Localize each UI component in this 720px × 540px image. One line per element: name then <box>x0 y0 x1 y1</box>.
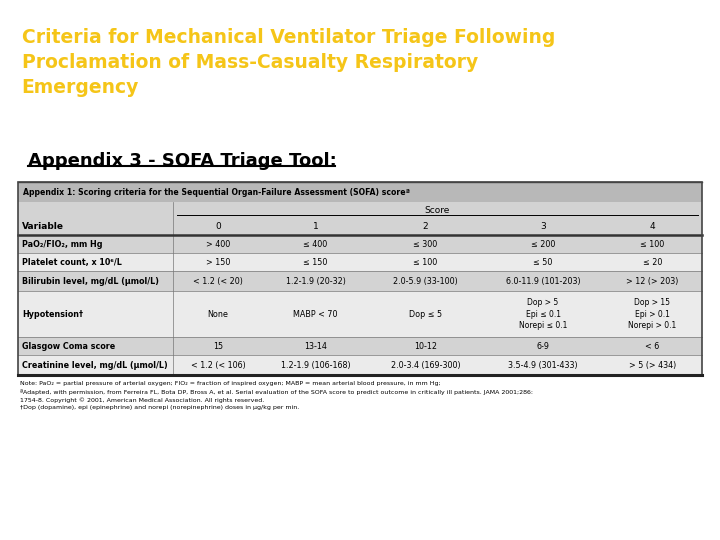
Bar <box>18 337 702 355</box>
Bar <box>18 182 702 202</box>
Text: 2: 2 <box>423 222 428 231</box>
Text: Appendix 3 - SOFA Triage Tool:: Appendix 3 - SOFA Triage Tool: <box>28 152 337 170</box>
Text: Dop > 15: Dop > 15 <box>634 298 670 307</box>
Text: 6-9: 6-9 <box>536 341 549 350</box>
Text: MABP < 70: MABP < 70 <box>293 309 338 319</box>
Text: 10-12: 10-12 <box>414 341 437 350</box>
Text: 2.0-5.9 (33-100): 2.0-5.9 (33-100) <box>393 276 458 286</box>
Text: 3.5-4.9 (301-433): 3.5-4.9 (301-433) <box>508 361 578 369</box>
Text: 6.0-11.9 (101-203): 6.0-11.9 (101-203) <box>505 276 580 286</box>
Text: Variable: Variable <box>22 222 64 231</box>
Text: Dop ≤ 5: Dop ≤ 5 <box>409 309 442 319</box>
Text: < 1.2 (< 20): < 1.2 (< 20) <box>193 276 243 286</box>
Text: ≤ 150: ≤ 150 <box>303 258 328 267</box>
Text: > 5 (> 434): > 5 (> 434) <box>629 361 676 369</box>
Text: 15: 15 <box>213 341 223 350</box>
Text: Epi ≤ 0.1: Epi ≤ 0.1 <box>526 309 560 319</box>
Text: PaO₂/FIO₂, mm Hg: PaO₂/FIO₂, mm Hg <box>22 240 102 248</box>
Text: Score: Score <box>425 206 450 214</box>
Text: < 6: < 6 <box>645 341 660 350</box>
Text: ≤ 300: ≤ 300 <box>413 240 438 248</box>
Text: Hypotension†: Hypotension† <box>22 309 83 319</box>
Bar <box>18 182 702 375</box>
Text: Note: PaO₂ = partial pressure of arterial oxygen; FIO₂ = fraction of inspired ox: Note: PaO₂ = partial pressure of arteria… <box>20 381 441 386</box>
Text: Bilirubin level, mg/dL (μmol/L): Bilirubin level, mg/dL (μmol/L) <box>22 276 159 286</box>
Bar <box>18 271 702 291</box>
Text: Creatinine level, mg/dL (μmol/L): Creatinine level, mg/dL (μmol/L) <box>22 361 168 369</box>
Text: > 400: > 400 <box>206 240 230 248</box>
Text: ≤ 20: ≤ 20 <box>643 258 662 267</box>
Text: ≤ 100: ≤ 100 <box>640 240 665 248</box>
Bar <box>18 235 702 253</box>
Text: > 150: > 150 <box>206 258 230 267</box>
Text: Norepi > 0.1: Norepi > 0.1 <box>629 321 677 330</box>
Bar <box>18 218 702 235</box>
Text: 1754-8. Copyright © 2001, American Medical Association. All rights reserved.: 1754-8. Copyright © 2001, American Medic… <box>20 397 264 403</box>
Text: 4: 4 <box>649 222 655 231</box>
Text: 2.0-3.4 (169-300): 2.0-3.4 (169-300) <box>391 361 460 369</box>
Text: ≤ 100: ≤ 100 <box>413 258 438 267</box>
Text: < 1.2 (< 106): < 1.2 (< 106) <box>191 361 246 369</box>
Text: ≤ 200: ≤ 200 <box>531 240 555 248</box>
Text: Epi > 0.1: Epi > 0.1 <box>635 309 670 319</box>
Text: Dop > 5: Dop > 5 <box>527 298 559 307</box>
Text: Criteria for Mechanical Ventilator Triage Following
Proclamation of Mass-Casualt: Criteria for Mechanical Ventilator Triag… <box>22 29 555 97</box>
Bar <box>18 355 702 375</box>
Text: 0: 0 <box>215 222 221 231</box>
Bar <box>18 291 702 337</box>
Text: Glasgow Coma score: Glasgow Coma score <box>22 341 115 350</box>
Text: 3: 3 <box>540 222 546 231</box>
Text: 13-14: 13-14 <box>304 341 327 350</box>
Text: 1.2-1.9 (106-168): 1.2-1.9 (106-168) <box>281 361 351 369</box>
Text: Appendix 1: Scoring criteria for the Sequential Organ-Failure Assessment (SOFA) : Appendix 1: Scoring criteria for the Seq… <box>23 187 410 197</box>
Text: None: None <box>207 309 228 319</box>
Bar <box>18 202 702 218</box>
Text: Platelet count, x 10⁶/L: Platelet count, x 10⁶/L <box>22 258 122 267</box>
Text: ≤ 400: ≤ 400 <box>303 240 328 248</box>
Text: †Dop (dopamine), epi (epinephrine) and norepi (norepinephrine) doses in μg/kg pe: †Dop (dopamine), epi (epinephrine) and n… <box>20 405 300 410</box>
Text: ªAdapted, with permission, from Ferreira FL, Bota DP, Bross A, et al. Serial eva: ªAdapted, with permission, from Ferreira… <box>20 389 533 395</box>
Text: > 12 (> 203): > 12 (> 203) <box>626 276 679 286</box>
Text: ≤ 50: ≤ 50 <box>534 258 553 267</box>
Bar <box>18 253 702 271</box>
Text: 1.2-1.9 (20-32): 1.2-1.9 (20-32) <box>286 276 346 286</box>
Text: 1: 1 <box>312 222 318 231</box>
Text: Norepi ≤ 0.1: Norepi ≤ 0.1 <box>519 321 567 330</box>
